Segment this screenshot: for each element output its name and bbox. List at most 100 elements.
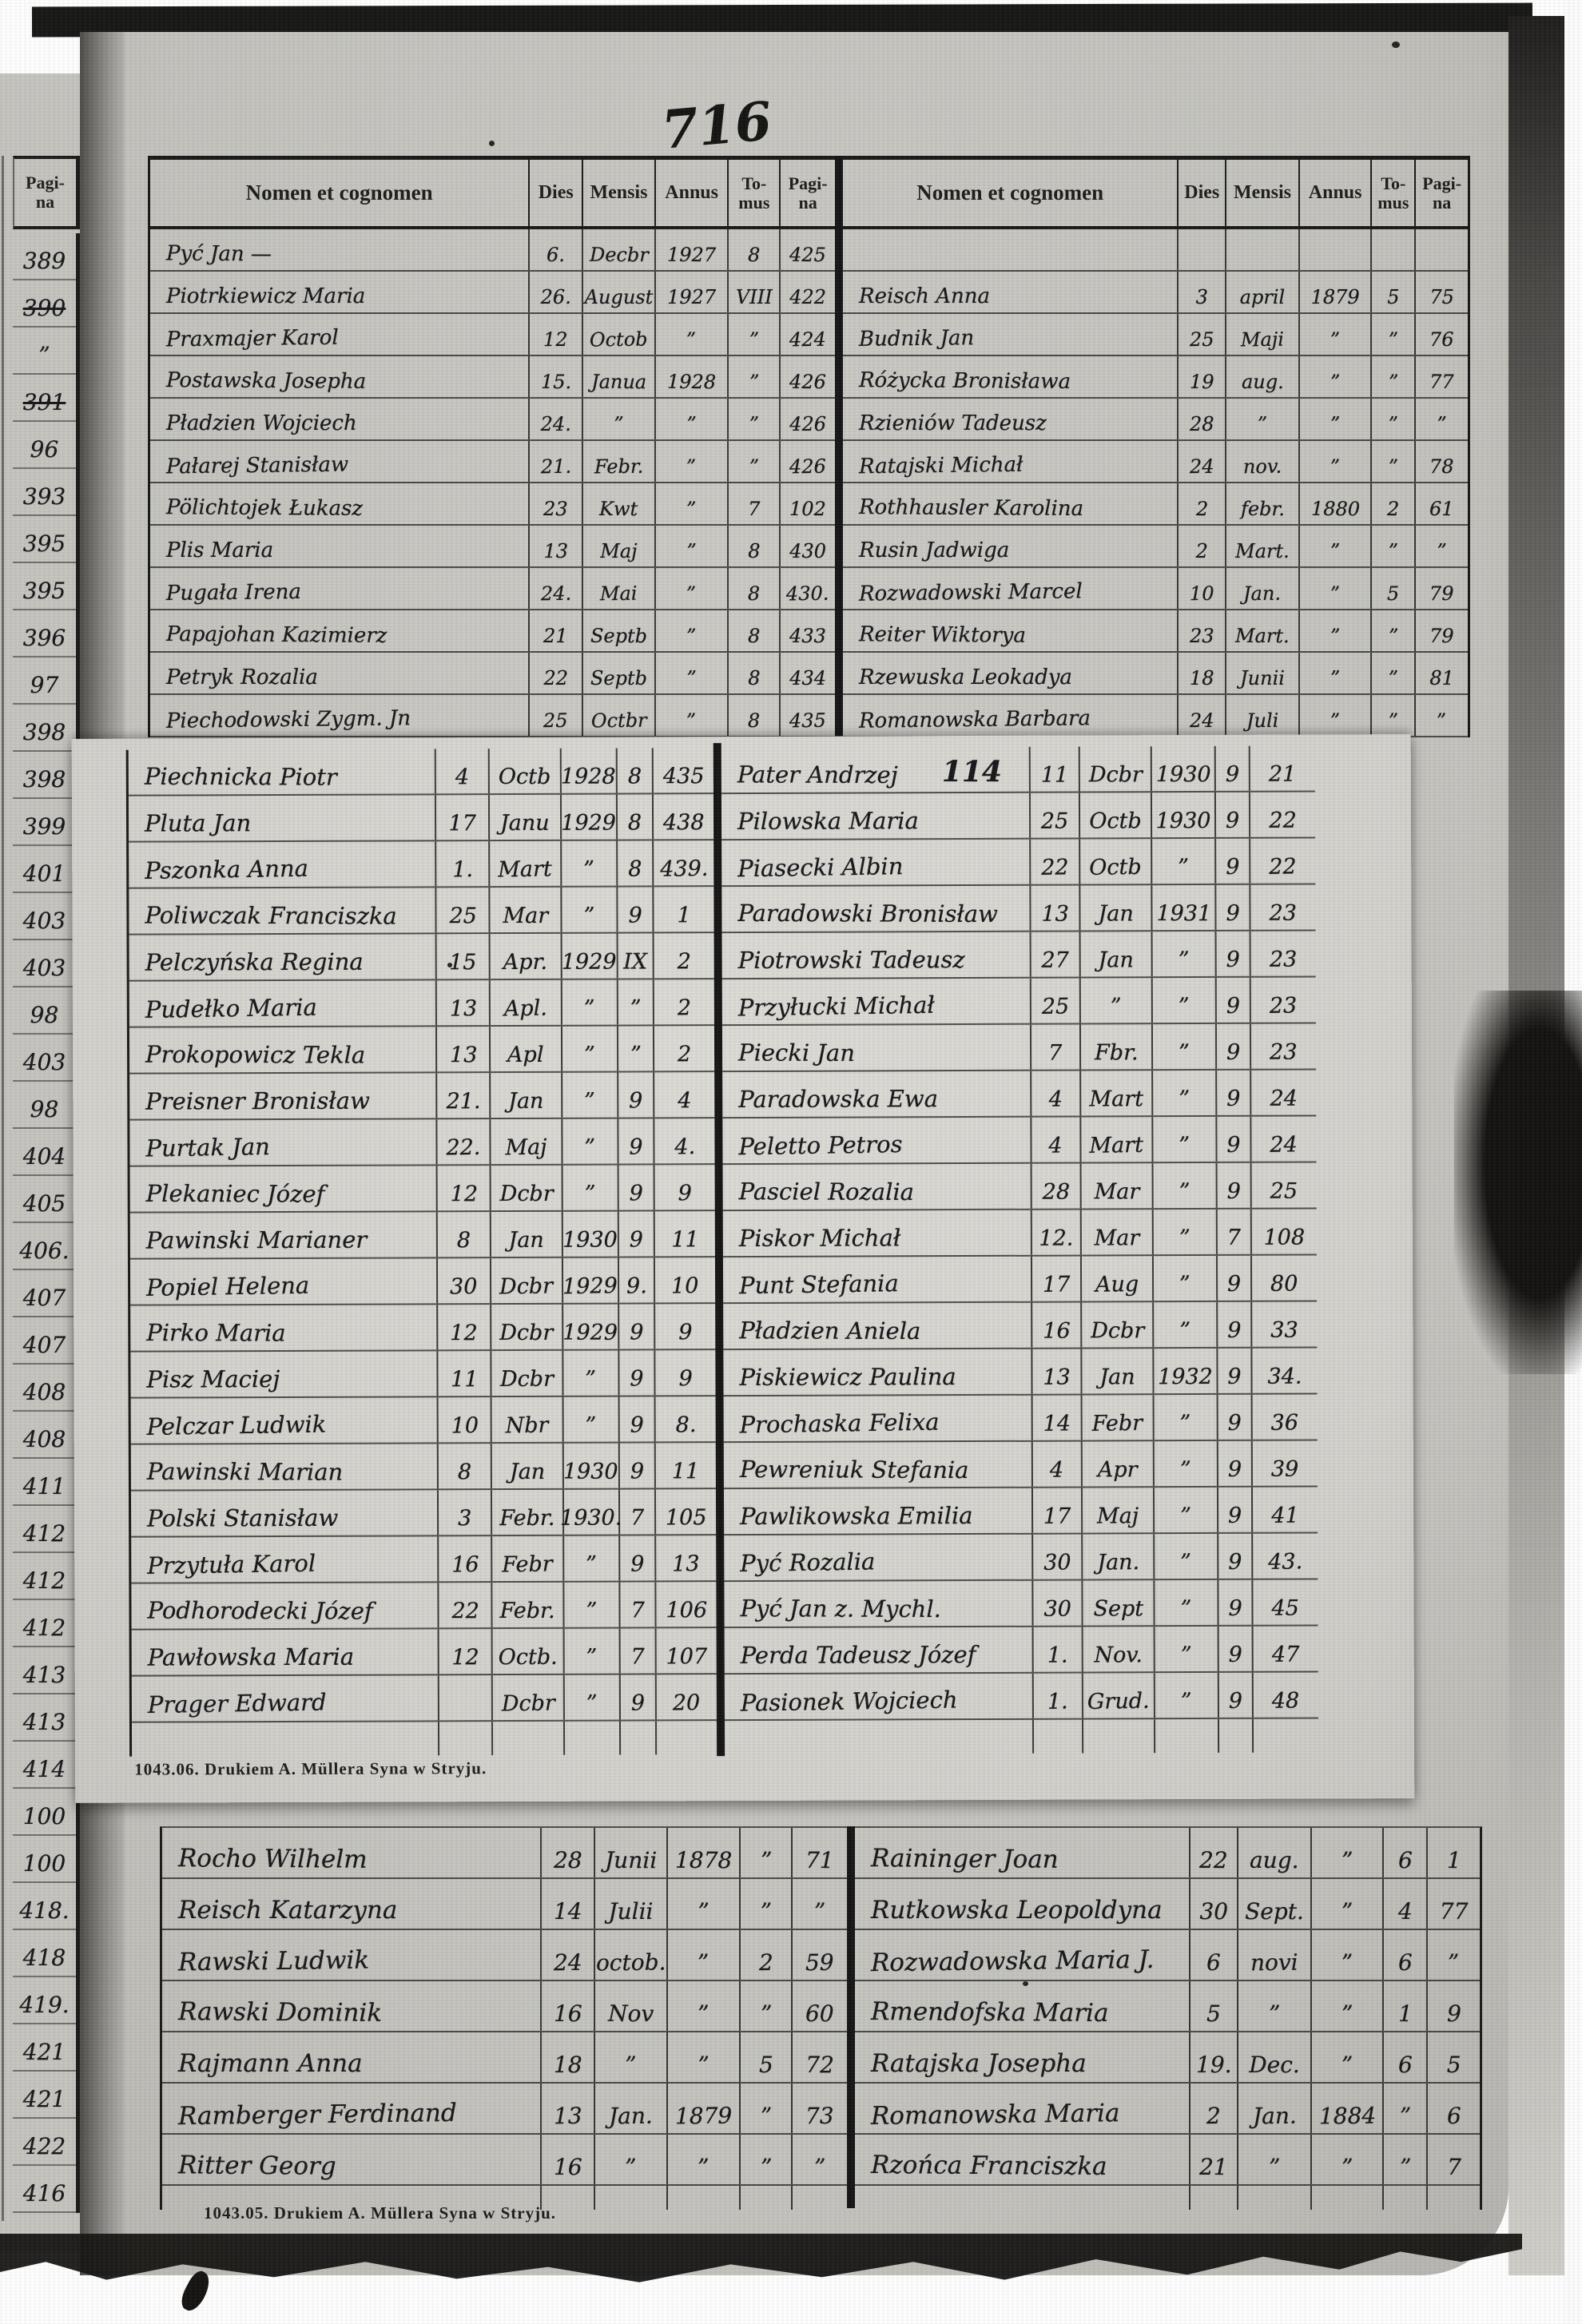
handwritten-mensis: Septb [590, 624, 648, 648]
handwritten-name: Rzewuska Leokadya [859, 665, 1072, 689]
handwritten-mensis: Mart [1089, 1132, 1144, 1158]
handwritten-tomus: 2 [758, 1949, 773, 1976]
handwritten-pagina: 79 [1429, 582, 1455, 606]
handwritten-pagina: 34. [1267, 1364, 1302, 1389]
handwritten-annus: ” [1178, 854, 1190, 880]
handwritten-mensis: Jan. [608, 2102, 654, 2130]
mensis-cell: Mar [1079, 1210, 1152, 1255]
handwritten-pagina: 25 [1270, 1178, 1298, 1204]
handwritten-name: Rutkowska Leopoldyna [871, 1896, 1163, 1925]
register-row: Piechodowski Zygm. Jn 25 Octbr ” 8 435 [150, 695, 835, 737]
name-cell: Pilowska Maria [721, 793, 1029, 839]
register-row: Purtak Jan 22. Maj ” 9 4. [129, 1118, 715, 1167]
handwritten-dies: 11 [451, 1367, 479, 1392]
dies-cell: 15. [528, 356, 582, 397]
pagina-cell: 25 [1250, 1162, 1317, 1208]
handwritten-tomus: ” [1388, 455, 1399, 479]
name-cell: Piechnicka Piotr [129, 749, 435, 794]
pagina-cell: 435 [652, 748, 713, 793]
mensis-cell: Jan [1080, 1349, 1153, 1394]
dies-cell: 24. [528, 399, 582, 439]
pagina-cell: 80 [1250, 1255, 1318, 1301]
handwritten-pagina: 33 [1270, 1317, 1299, 1343]
handwritten-mensis: Mar [503, 903, 548, 929]
margin-pagina-value: 412 [13, 1553, 76, 1600]
tomus-cell: 7 [618, 1489, 655, 1535]
name-cell: Purtak Jan [129, 1119, 436, 1165]
handwritten-pagina: ” [1448, 1949, 1460, 1976]
annus-cell: ” [1151, 1255, 1217, 1301]
name-cell: Postawska Josepha [150, 356, 528, 397]
mensis-cell: ” [1237, 1981, 1310, 2031]
name-cell: Pirko Maria [130, 1305, 436, 1350]
name-cell: Poliwczak Franciszka [129, 888, 435, 933]
tomus-cell: 9 [1216, 1394, 1251, 1440]
handwritten-dies: 6 [1206, 1949, 1222, 1976]
mensis-cell: Dcbr [491, 1674, 563, 1721]
dies-cell: 30 [436, 1258, 491, 1304]
handwritten-annus: ” [585, 1412, 597, 1438]
handwritten-dies: 15 [449, 950, 477, 975]
mensis-cell: Dcbr [490, 1350, 562, 1396]
name-cell: Preisner Bronisław [129, 1073, 436, 1118]
name-cell: Pałarej Stanisław [150, 441, 528, 482]
handwritten-mensis: Octob [589, 328, 648, 352]
annus-cell: ” [654, 610, 728, 651]
handwritten-name: Przyłucki Michał [737, 991, 936, 1022]
margin-pagina-value: 403 [13, 893, 76, 940]
register-row: Prochaska Felixa 14 Febr ” 9 36 [723, 1394, 1318, 1444]
handwritten-dies: 15. [540, 370, 571, 394]
name-cell: Rozwadowski Marcel [843, 568, 1177, 609]
annus-cell: ” [654, 568, 728, 609]
handwritten-tomus: VIII [735, 286, 773, 308]
handwritten-annus: 1879 [674, 2102, 733, 2130]
annus-cell: ” [1151, 1209, 1216, 1255]
handwritten-mensis: Mart. [1235, 540, 1290, 562]
name-cell: Paradowska Ewa [722, 1071, 1030, 1117]
handwritten-mensis: aug. [1250, 1846, 1299, 1874]
register-row: Piechnicka Piotr 4 Octb 1928 8 435 [128, 748, 713, 797]
handwritten-name: Popiel Helena [145, 1271, 310, 1301]
handwritten-tomus: ” [749, 370, 760, 394]
register-row: Pasionek Wojciech 1. Grud. ” 9 48 [724, 1672, 1318, 1722]
margin-pagina-value: 395 [13, 516, 76, 563]
name-cell: Papajohan Kazimierz [150, 610, 528, 651]
pagina-cell: 11 [654, 1211, 715, 1257]
dies-cell: 13 [1031, 1349, 1081, 1394]
register-row: Pluta Jan 17 Janu 1929 8 438 [128, 794, 714, 843]
handwritten-dies: 22. [446, 1134, 481, 1161]
name-cell: Piskiewicz Paulina [723, 1349, 1031, 1395]
ruling-stub-cell [438, 1722, 492, 1756]
handwritten-pagina: 78 [1429, 455, 1455, 479]
name-cell: Rocho Wilhelm [162, 1828, 540, 1877]
name-cell: Romanowska Barbara [843, 695, 1177, 736]
handwritten-dies: 17 [1043, 1504, 1071, 1529]
annus-cell: ” [1310, 1879, 1383, 1929]
handwritten-tomus: 9 [1228, 1642, 1242, 1667]
handwritten-dies: 14 [553, 1898, 582, 1925]
dies-cell: 22. [435, 1119, 490, 1165]
register-row: Piskor Michał 12. Mar ” 7 108 [722, 1209, 1317, 1258]
handwritten-dies: 3 [458, 1506, 472, 1531]
handwritten-annus: 1930. [559, 1505, 622, 1531]
handwritten-name: Pyć Jan — [165, 241, 272, 267]
handwritten-name: Prager Edward [147, 1688, 327, 1718]
tomus-cell: ” [1370, 610, 1414, 651]
pagina-cell: 21 [1248, 745, 1315, 791]
handwritten-pagina: 435 [662, 764, 705, 789]
ruling-stub-cell [1031, 1719, 1083, 1754]
mensis-cell: Apl [489, 1026, 561, 1072]
handwritten-name: Piasecki Albin [737, 852, 904, 883]
handwritten-dies: 13 [449, 1043, 478, 1068]
handwritten-mensis: Apr. [503, 949, 548, 975]
margin-pagina-value: 405 [13, 1176, 76, 1223]
tomus-cell: IX [616, 933, 654, 979]
handwritten-tomus: 8 [627, 856, 642, 882]
mensis-cell: Dcbr [1078, 746, 1151, 792]
margin-pagina-value: 97 [13, 657, 76, 705]
pagina-cell: 424 [779, 314, 835, 355]
handwritten-dies: 2 [1195, 497, 1209, 521]
register-row: Preisner Bronisław 21. Jan ” 9 4 [129, 1072, 715, 1121]
pagina-cell: 45 [1251, 1579, 1318, 1625]
margin-pagina-value: 416 [13, 2166, 76, 2213]
